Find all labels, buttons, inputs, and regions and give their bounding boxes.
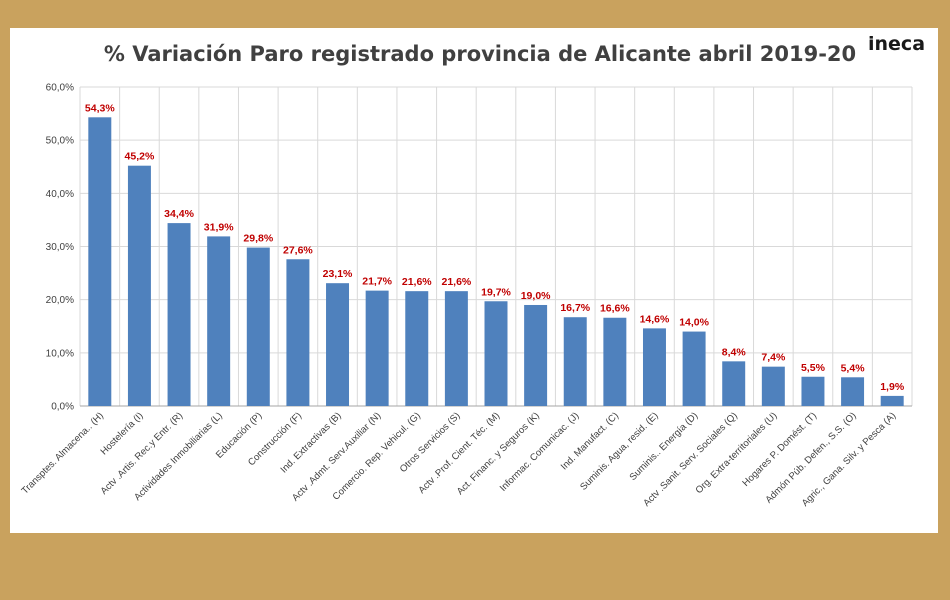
data-label: 5,4%	[841, 362, 866, 374]
bar-chart: 0,0% 10,0% 20,0% 30,0% 40,0% 50,0% 60,0% 54,3% T…	[20, 83, 913, 509]
data-label: 19,0%	[521, 290, 551, 302]
bar	[246, 247, 270, 406]
y-tick-label: 40,0%	[46, 189, 74, 200]
data-label: 5,5%	[801, 362, 826, 374]
data-label: 14,0%	[679, 317, 709, 329]
bar	[642, 328, 666, 406]
ineca-logo: ineca	[868, 33, 926, 55]
y-tick-label: 10,0%	[46, 348, 74, 359]
y-tick-label: 50,0%	[46, 136, 74, 147]
data-label: 21,7%	[362, 276, 392, 288]
category-label: Actv .Prof. Cient. Téc. (M)	[416, 410, 502, 496]
y-tick-label: 30,0%	[46, 242, 74, 253]
bar	[405, 291, 429, 406]
y-tick-label: 0,0%	[51, 402, 74, 413]
bar	[365, 290, 389, 406]
data-label: 29,8%	[243, 233, 273, 245]
data-label: 31,9%	[204, 221, 234, 233]
data-label: 45,2%	[125, 151, 155, 163]
category-label: Act. Financ. y Seguros (K)	[455, 410, 542, 497]
data-label: 27,6%	[283, 244, 313, 256]
bar	[603, 317, 627, 406]
bar	[286, 259, 310, 406]
category-label: Transptes. Almacena.. (H)	[20, 410, 106, 496]
bar	[841, 377, 865, 406]
bar	[880, 395, 904, 406]
category-label: Hogares P. Domést. (T)	[741, 410, 820, 489]
y-tick-label: 60,0%	[46, 83, 74, 94]
data-label: 1,9%	[880, 381, 905, 393]
bar	[801, 376, 825, 406]
bar	[722, 361, 746, 406]
bar	[88, 117, 112, 407]
bar	[682, 331, 706, 406]
data-label: 14,6%	[640, 313, 670, 325]
data-label: 16,6%	[600, 303, 630, 315]
bar	[484, 301, 508, 406]
bar	[444, 291, 468, 406]
bar	[207, 236, 231, 406]
data-label: 23,1%	[323, 268, 353, 280]
bar	[563, 317, 587, 406]
category-label: Actv .Artis. Rec.y Entr. (R)	[99, 410, 186, 497]
y-tick-label: 20,0%	[46, 295, 74, 306]
data-label: 7,4%	[761, 352, 786, 364]
data-label: 16,7%	[560, 302, 590, 314]
bar	[524, 304, 548, 406]
data-label: 21,6%	[402, 276, 432, 288]
data-label: 19,7%	[481, 286, 511, 298]
data-label: 34,4%	[164, 208, 194, 220]
chart-title: % Variación Paro registrado provincia de…	[103, 42, 857, 66]
category-label: Suminis.. Energía (D)	[628, 410, 701, 483]
bar	[127, 165, 151, 406]
data-label: 21,6%	[441, 276, 471, 288]
data-label: 54,3%	[85, 102, 115, 114]
bar	[326, 283, 350, 406]
category-label: Org. Extra-territoriales (U)	[694, 410, 780, 496]
chart-panel: % Variación Paro registrado provincia de…	[10, 28, 938, 533]
category-label: Informac. Comunicac. (J)	[498, 410, 582, 494]
category-label: Suminis. Agua, resid. (E)	[578, 410, 660, 492]
data-label: 8,4%	[722, 346, 747, 358]
bar	[167, 223, 191, 406]
bar	[761, 366, 785, 406]
